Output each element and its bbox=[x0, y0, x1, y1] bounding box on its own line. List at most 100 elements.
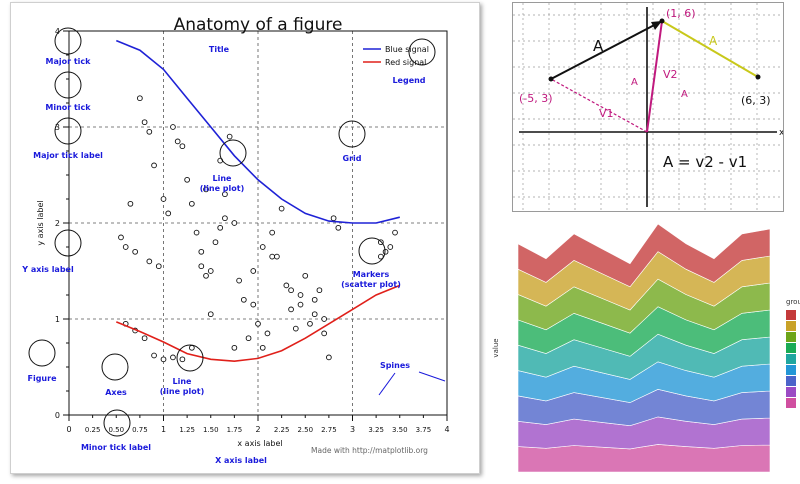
scatter-point bbox=[155, 263, 162, 270]
scatter-point bbox=[307, 320, 313, 327]
annotation-circle bbox=[54, 229, 82, 257]
scatter-point bbox=[259, 244, 266, 250]
scatter-point bbox=[207, 311, 214, 318]
blue-signal-line bbox=[115, 39, 400, 224]
y-tick-label: 0 bbox=[55, 411, 60, 420]
annotation-label: Legend bbox=[392, 76, 425, 85]
scatter-point bbox=[170, 124, 176, 130]
x-minor-tick-label: 3.75 bbox=[416, 426, 432, 434]
area-y-label: value bbox=[492, 338, 500, 357]
stacked-area-panel: value group bbox=[486, 214, 800, 480]
annotation-circle bbox=[338, 120, 366, 148]
scatter-point bbox=[127, 200, 134, 207]
scatter-point bbox=[207, 268, 214, 274]
scatter-point bbox=[231, 344, 238, 351]
x-tick-label: 3 bbox=[350, 425, 355, 434]
annotation-label: Markers bbox=[353, 270, 390, 279]
y-tick-label: 2 bbox=[55, 219, 60, 228]
scatter-point bbox=[269, 229, 276, 236]
scatter-point bbox=[174, 138, 181, 145]
x-minor-tick-label: 2.50 bbox=[297, 426, 313, 434]
x-minor-tick-label: 1.50 bbox=[203, 426, 219, 434]
legend-label: Blue signal bbox=[385, 45, 429, 54]
scatter-point bbox=[122, 244, 129, 250]
scatter-point bbox=[236, 277, 242, 284]
scatter-point bbox=[392, 229, 398, 236]
vector-point bbox=[755, 74, 761, 80]
scatter-point bbox=[321, 330, 328, 337]
scatter-point bbox=[179, 143, 186, 150]
annotation-sublabel: (scatter plot) bbox=[341, 280, 401, 289]
annotation-sublabel: (line plot) bbox=[160, 387, 205, 396]
scatter-point bbox=[151, 352, 157, 359]
scatter-point bbox=[330, 215, 337, 222]
scatter-point bbox=[297, 292, 304, 298]
scatter-point bbox=[198, 248, 205, 255]
scatter-point bbox=[146, 128, 153, 135]
anatomy-chart: Anatomy of a figure 0 1 2 3 4 0 1 2 3 4 0.25 0.50 0.7… bbox=[21, 15, 449, 465]
scatter-point bbox=[245, 335, 252, 342]
x-tick-label: 4 bbox=[444, 425, 449, 434]
scatter-point bbox=[311, 296, 318, 303]
scatter-point bbox=[231, 220, 238, 226]
scatter-point bbox=[184, 176, 190, 183]
area-legend-swatch bbox=[786, 343, 796, 353]
scatter-point bbox=[321, 316, 328, 322]
x-minor-tick-label: 3.50 bbox=[392, 426, 408, 434]
annotation-label: Grid bbox=[343, 154, 362, 163]
spines-arrow bbox=[378, 372, 396, 396]
y-axis-label: y axis label bbox=[36, 200, 45, 245]
area-legend-swatch bbox=[786, 398, 796, 408]
scatter-point bbox=[160, 356, 167, 363]
scatter-point bbox=[274, 253, 280, 260]
scatter-point bbox=[240, 296, 247, 303]
point-label: (1, 6) bbox=[666, 7, 696, 20]
x-minor-tick-label: 1.75 bbox=[227, 426, 243, 434]
scatter-point bbox=[160, 196, 167, 202]
annotation-circle bbox=[408, 38, 436, 66]
anatomy-figure-panel: Anatomy of a figure 0 1 2 3 4 0 1 2 3 4 0.25 0.50 0.7… bbox=[10, 2, 480, 474]
scatter-point bbox=[222, 215, 228, 222]
vector-v1 bbox=[550, 78, 648, 133]
annotation-label: Minor tick bbox=[45, 103, 91, 112]
scatter-point bbox=[189, 344, 195, 351]
vector-label: A bbox=[631, 77, 638, 88]
x-tick-label: 1 bbox=[161, 425, 166, 434]
scatter-point bbox=[387, 244, 394, 250]
scatter-point bbox=[288, 306, 294, 313]
spines-arrow bbox=[418, 371, 446, 382]
area-band-0 bbox=[517, 223, 771, 288]
scatter-point bbox=[326, 354, 332, 361]
footer-credit: Made with http://matplotlib.org bbox=[311, 446, 428, 455]
scatter-point bbox=[189, 200, 195, 207]
scatter-point bbox=[193, 229, 200, 236]
scatter-point bbox=[259, 344, 266, 351]
scatter-point bbox=[203, 272, 209, 279]
scatter-point bbox=[288, 287, 294, 294]
area-legend-swatch bbox=[786, 387, 796, 397]
area-legend-title: group bbox=[786, 298, 800, 306]
y-tick-label: 4 bbox=[55, 27, 60, 36]
scatter-point bbox=[151, 162, 157, 169]
vector-diagram-panel: x (1, 6) (-5, 3) (6, 3) A A V2 V1 A A A = v2 - v1 bbox=[512, 2, 785, 212]
y-tick-label: 1 bbox=[55, 315, 60, 324]
vector-equation: A = v2 - v1 bbox=[663, 153, 747, 171]
area-legend-swatch bbox=[786, 365, 796, 375]
annotation-label: X axis label bbox=[215, 456, 267, 465]
vector-a-yellow bbox=[661, 20, 759, 78]
annotation-label: Axes bbox=[105, 388, 127, 397]
scatter-point bbox=[146, 258, 153, 265]
scatter-point bbox=[141, 335, 148, 342]
annotation-circle bbox=[103, 409, 131, 437]
scatter-point bbox=[269, 253, 276, 260]
scatter-point bbox=[179, 356, 186, 363]
scatter-point bbox=[283, 282, 290, 289]
annotation-label: Line bbox=[213, 174, 233, 183]
scatter-point bbox=[250, 268, 257, 274]
scatter-point bbox=[165, 210, 172, 217]
point-label: (6, 3) bbox=[741, 94, 771, 107]
annotation-circle bbox=[358, 237, 386, 265]
scatter-point bbox=[132, 248, 139, 255]
x-minor-tick-label: 3.25 bbox=[368, 426, 384, 434]
annotation-label: Line bbox=[173, 377, 193, 386]
